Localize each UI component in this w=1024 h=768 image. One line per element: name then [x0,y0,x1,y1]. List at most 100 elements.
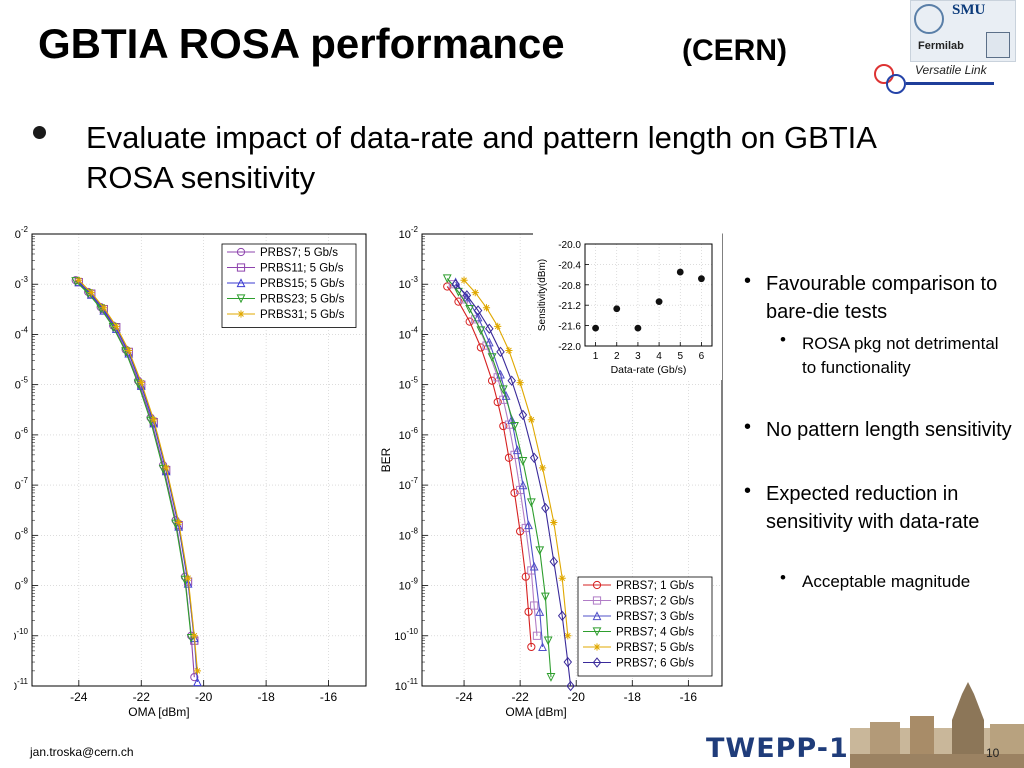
y-tick-label: 10-9 [399,577,419,593]
right-subbullet-text: Acceptable magnitude [802,572,971,591]
right-bullet-dot-icon: • [744,416,752,438]
aachen-cathedral-image [850,680,1024,768]
data-point [75,276,83,284]
data-point [476,343,485,352]
x-tick-label: -20 [195,690,213,704]
versatile-link-blue-ring-icon [886,74,906,94]
x-tick-label: -20 [568,690,586,704]
y-tick-label: 10-9 [14,577,29,593]
inset-data-point [613,305,621,313]
y-tick-label: 10-6 [14,426,29,442]
x-tick-label: -24 [70,690,88,704]
data-point [518,480,528,490]
series-line [455,283,572,687]
data-point [550,518,558,527]
y-tick-label: 10-5 [14,376,29,392]
data-point [112,322,120,330]
data-point [471,289,479,297]
y-tick-label: 10-6 [399,426,419,442]
data-point [510,421,519,431]
legend-label: PRBS7; 1 Gb/s [616,580,694,592]
inset-y-tick-label: -20.0 [558,240,581,251]
x-tick-label: -24 [455,690,473,704]
inset-data-point [676,268,684,276]
data-point [505,346,513,355]
legend-label: PRBS31; 5 Gb/s [260,309,345,321]
data-point [465,304,475,314]
data-point [521,572,530,581]
legend-swatch-marker [592,657,602,668]
right-bullet-text: Favourable comparison to bare-die tests [766,273,998,323]
data-point [186,633,196,643]
data-point [465,317,474,326]
data-point [448,280,457,289]
data-point [530,601,539,610]
series-1 [443,282,536,652]
data-point [527,642,536,652]
oxford-seal-icon [986,32,1010,58]
data-point [87,289,95,297]
series-4 [442,274,556,682]
right-bullet-text: No pattern length sensitivity [766,419,1012,441]
data-point [493,397,502,407]
inset-y-tick-label: -20.4 [558,260,581,271]
data-point [510,488,519,497]
data-point [540,592,550,602]
series-line [455,281,544,647]
legend-label: PRBS15; 5 Gb/s [260,278,345,290]
ber-charts-svg: 10-11 10-10 10-9 10-8 10-7 10-6 10-5 10-4 10-3 10… [14,225,723,719]
inset-frame [584,243,713,347]
data-point [454,297,463,306]
y-tick-label: 10-2 [399,225,419,241]
legend-label: PRBS7; 6 Gb/s [616,658,694,670]
data-point [485,323,494,334]
data-point [190,673,199,682]
data-point [535,546,545,556]
data-point [529,452,539,463]
data-point [516,378,524,387]
series-6 [451,279,575,692]
legend-label: PRBS7; 4 Gb/s [616,627,694,639]
data-point [512,445,522,455]
series-line [75,280,192,639]
data-point [482,304,491,312]
data-point [504,453,514,462]
legend-swatch-marker [593,643,601,651]
y-tick-label: 10-5 [399,376,419,392]
data-point [136,381,146,390]
data-point [460,276,468,284]
main-bullet-text: Evaluate impact of data-rate and pattern… [86,120,876,195]
data-point [161,466,171,476]
inset-data-point [634,324,642,332]
ber-charts-area: 10-11 10-10 10-9 10-8 10-7 10-6 10-5 10-4 10-3 10… [14,220,736,722]
slide-title: GBTIA ROSA performance [38,20,565,67]
data-point [190,632,198,640]
series-5 [460,276,572,640]
legend-swatch-marker [236,278,246,288]
legend: PRBS7; 5 Gb/s PRBS11; 5 Gb/s PRBS15; 5 Gb/… [221,243,357,328]
y-axis-label: BER [379,447,393,472]
y-tick-label: 10-4 [14,325,29,341]
data-point [150,416,158,424]
data-point [193,677,202,687]
legend-label: PRBS11; 5 Gb/s [260,263,344,275]
data-point [543,636,553,646]
data-point [175,518,183,527]
right-bullet-text: Expected reduction in sensitivity with d… [766,483,980,533]
x-tick-label: -18 [624,690,642,704]
inset-x-tick-label: 4 [656,351,662,362]
footer-email: jan.troska@cern.ch [30,745,134,759]
y-tick-label: 10-7 [14,476,29,492]
fermilab-logo: Fermilab [918,40,964,52]
data-point [473,305,483,316]
legend-swatch-marker [236,294,246,304]
data-point [563,656,573,668]
twepp-logo: TWEPP-10 [706,733,869,764]
legend-swatch-marker [237,310,245,318]
legend-label: PRBS7; 5 Gb/s [616,642,694,654]
data-point [149,418,159,428]
data-point [462,290,472,301]
inset-data-point [655,298,663,306]
sensitivity-inset: -22.0 -21.6 -21.2 -20.8 -20.4 -20.0 1 2 3 4 5 6 Data… [533,232,722,380]
inset-y-tick-label: -22.0 [558,342,581,353]
